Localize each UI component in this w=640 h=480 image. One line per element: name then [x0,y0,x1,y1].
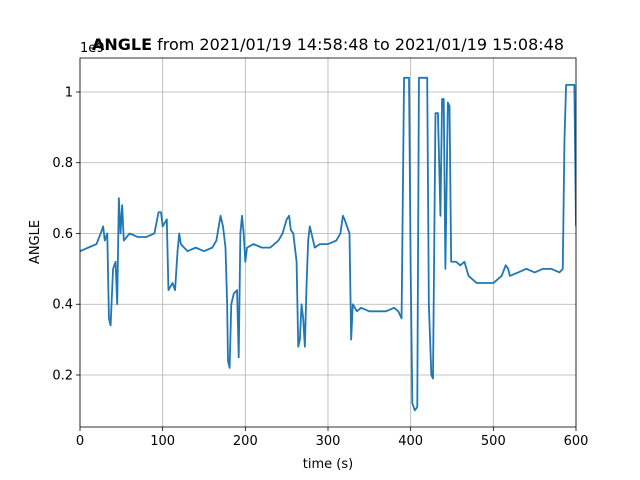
y-axis-label: ANGLE [28,220,43,264]
data-line [80,76,576,412]
x-tick-label: 100 [150,434,175,449]
y-tick-label: 0.6 [52,227,73,242]
x-tick-label: 600 [564,434,589,449]
y-tick-label: 0.4 [52,298,73,313]
x-tick-label: 500 [481,434,506,449]
x-tick-label: 200 [233,434,258,449]
y-tick-label: 1 [65,85,73,100]
x-axis-label: time (s) [303,457,353,472]
title-rest: from 2021/01/19 14:58:48 to 2021/01/19 1… [157,35,564,54]
chart-title: ANGLE from 2021/01/19 14:58:48 to 2021/0… [92,35,564,54]
plot-frame [79,57,577,428]
x-tick-label: 0 [76,434,84,449]
y-tick-label: 0.8 [52,156,73,171]
y-tick-label: 0.2 [52,368,73,383]
x-tick-label: 400 [398,434,423,449]
offset-text: 1e9 [80,41,105,56]
x-tick-label: 300 [316,434,341,449]
title-bold: ANGLE [92,35,152,54]
